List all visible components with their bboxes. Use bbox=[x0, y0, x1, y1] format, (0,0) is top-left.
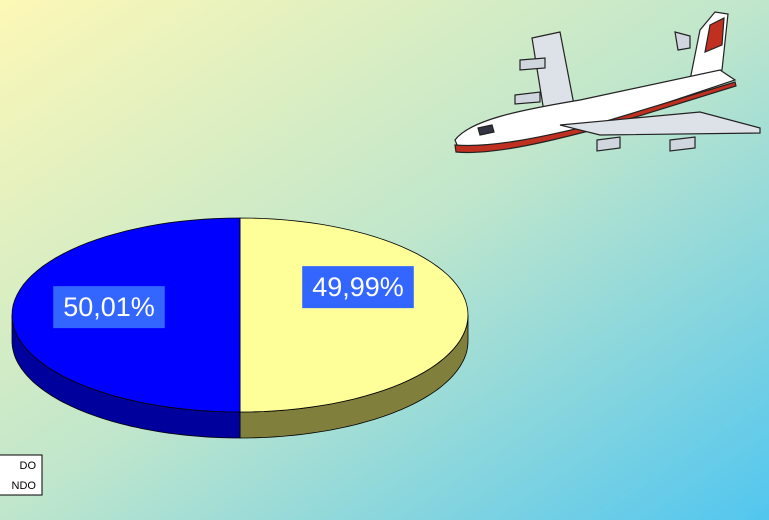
legend: DO NDO bbox=[0, 454, 43, 496]
legend-box bbox=[0, 454, 43, 496]
airplane bbox=[454, 11, 761, 154]
data-label-background bbox=[53, 286, 165, 329]
data-label-background bbox=[302, 266, 414, 309]
legend-label: DO bbox=[20, 460, 37, 472]
data-label: 49,99% bbox=[312, 272, 404, 302]
data-label: 50,01% bbox=[63, 292, 155, 322]
data-labels: 49,99% 50,01% bbox=[53, 266, 414, 329]
legend-entries: DO NDO bbox=[12, 460, 37, 492]
legend-label: NDO bbox=[12, 480, 37, 492]
